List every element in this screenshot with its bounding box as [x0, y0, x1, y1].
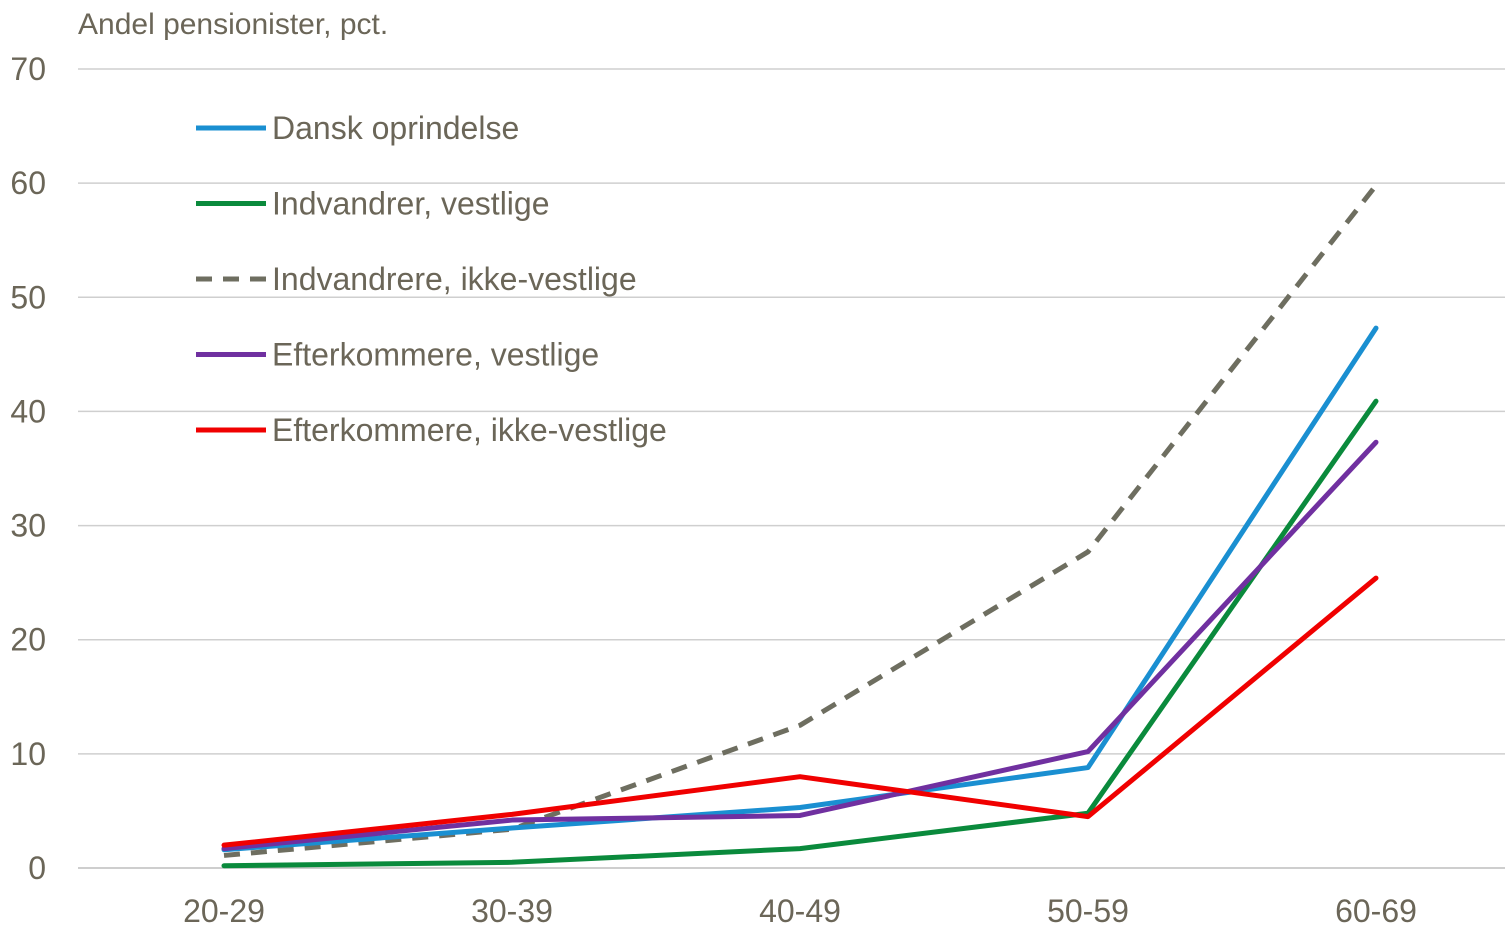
y-tick-label: 60: [10, 165, 46, 201]
x-axis-ticks: 20-29 30-39 40-49 50-59 60-69: [183, 893, 1417, 929]
y-tick-label: 30: [10, 508, 46, 544]
x-tick-label: 40-49: [759, 893, 841, 929]
legend-label: Efterkommere, ikke-vestlige: [272, 412, 667, 448]
x-tick-label: 30-39: [471, 893, 553, 929]
y-tick-label: 50: [10, 279, 46, 315]
y-tick-label: 20: [10, 622, 46, 658]
y-tick-label: 40: [10, 393, 46, 429]
y-tick-label: 0: [28, 850, 46, 886]
y-axis-ticks: 0 10 20 30 40 50 60 70: [10, 51, 46, 886]
y-tick-label: 70: [10, 51, 46, 87]
series-line: [221, 325, 1379, 853]
x-tick-label: 50-59: [1047, 893, 1129, 929]
series-line: [221, 398, 1379, 869]
series-lines: [221, 183, 1379, 869]
x-tick-label: 60-69: [1335, 893, 1417, 929]
gridlines: [78, 68, 1505, 869]
y-tick-label: 10: [10, 736, 46, 772]
series-line: [221, 439, 1379, 852]
x-tick-label: 20-29: [183, 893, 265, 929]
legend-label: Indvandrer, vestlige: [272, 186, 550, 222]
series-line: [223, 183, 1378, 858]
legend-label: Dansk oprindelse: [272, 110, 519, 146]
y-axis-label: Andel pensionister, pct.: [78, 8, 388, 41]
legend-label: Efterkommere, vestlige: [272, 337, 599, 373]
legend-label: Indvandrere, ikke-vestlige: [272, 261, 637, 297]
series-line: [221, 575, 1379, 848]
legend: Dansk oprindelse Indvandrer, vestlige Indv…: [196, 110, 667, 448]
